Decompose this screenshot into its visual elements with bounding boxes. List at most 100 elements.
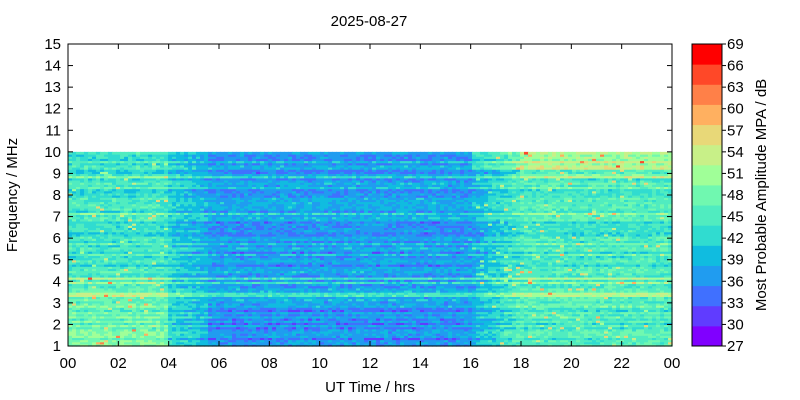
heatmap-cell	[380, 315, 385, 319]
heatmap-cell	[424, 302, 429, 306]
heatmap-cell	[176, 341, 181, 345]
heatmap-cell	[620, 313, 625, 317]
heatmap-cell	[408, 333, 413, 336]
heatmap-cell	[528, 328, 533, 332]
heatmap-cell	[72, 335, 77, 338]
heatmap-cell	[484, 305, 489, 308]
heatmap-cell	[260, 285, 265, 289]
heatmap-cell	[280, 330, 285, 334]
heatmap-cell	[160, 287, 165, 291]
heatmap-cell	[240, 326, 245, 330]
heatmap-cell	[516, 294, 521, 297]
heatmap-cell	[76, 307, 81, 310]
heatmap-cell	[152, 324, 157, 328]
heatmap-cell	[596, 333, 601, 336]
heatmap-cell	[644, 279, 649, 282]
heatmap-cell	[264, 317, 269, 321]
heatmap-cell	[612, 333, 617, 336]
heatmap-cell	[568, 333, 573, 336]
heatmap-cell	[88, 292, 93, 295]
heatmap-cell	[592, 322, 597, 326]
heatmap-cell	[272, 292, 277, 295]
heatmap-cell	[596, 292, 601, 295]
heatmap-cell	[408, 324, 413, 328]
heatmap-cell	[232, 302, 237, 306]
heatmap-cell	[504, 307, 509, 310]
heatmap-cell	[640, 330, 645, 334]
heatmap-cell	[452, 339, 457, 343]
heatmap-cell	[480, 287, 485, 291]
heatmap-cell	[448, 309, 453, 313]
heatmap-cell	[192, 341, 197, 345]
heatmap-cell	[616, 335, 621, 338]
heatmap-cell	[508, 322, 513, 326]
heatmap-cell	[508, 281, 513, 285]
heatmap-cell	[256, 341, 261, 345]
heatmap-cell	[360, 343, 365, 347]
heatmap-cell	[124, 276, 129, 280]
heatmap-cell	[136, 317, 141, 321]
heatmap-cell	[104, 335, 109, 338]
heatmap-cell	[348, 274, 353, 278]
heatmap-cell	[132, 343, 137, 347]
heatmap-cell	[620, 317, 625, 321]
heatmap-cell	[468, 287, 473, 291]
heatmap-cell	[276, 279, 281, 282]
heatmap-cell	[204, 326, 209, 330]
heatmap-cell	[180, 324, 185, 328]
heatmap-cell	[140, 276, 145, 280]
heatmap-cell	[480, 289, 485, 293]
heatmap-cell	[508, 298, 513, 302]
heatmap-cell	[384, 296, 389, 300]
heatmap-cell	[140, 330, 145, 334]
heatmap-cell	[84, 289, 89, 293]
heatmap-cell	[196, 330, 201, 334]
heatmap-cell	[632, 315, 637, 319]
heatmap-cell	[400, 292, 405, 295]
heatmap-cell	[324, 315, 329, 319]
heatmap-cell	[272, 300, 277, 304]
heatmap-cell	[500, 339, 505, 343]
heatmap-cell	[168, 285, 173, 289]
heatmap-cell	[396, 309, 401, 313]
heatmap-cell	[468, 317, 473, 321]
heatmap-cell	[112, 292, 117, 295]
heatmap-cell	[172, 326, 177, 330]
heatmap-cell	[656, 294, 661, 297]
heatmap-cell	[168, 276, 173, 280]
heatmap-cell	[304, 289, 309, 293]
heatmap-cell	[236, 311, 241, 315]
heatmap-cell	[376, 302, 381, 306]
heatmap-cell	[212, 317, 217, 321]
heatmap-cell	[492, 335, 497, 338]
heatmap-cell	[616, 309, 621, 313]
heatmap-cell	[328, 337, 333, 341]
heatmap-cell	[84, 311, 89, 315]
heatmap-cell	[644, 296, 649, 300]
heatmap-cell	[324, 317, 329, 321]
heatmap-cell	[308, 300, 313, 304]
heatmap-cell	[124, 313, 129, 317]
heatmap-cell	[668, 283, 673, 287]
heatmap-cell	[304, 307, 309, 310]
heatmap-cell	[204, 324, 209, 328]
heatmap-cell	[312, 341, 317, 345]
heatmap-cell	[236, 324, 241, 328]
heatmap-cell	[244, 324, 249, 328]
heatmap-cell	[204, 281, 209, 285]
heatmap-cell	[528, 305, 533, 308]
heatmap-cell	[316, 285, 321, 289]
heatmap-cell	[428, 343, 433, 347]
heatmap-cell	[100, 287, 105, 291]
heatmap-cell	[356, 326, 361, 330]
heatmap-cell	[312, 324, 317, 328]
heatmap-cell	[68, 333, 73, 336]
heatmap-cell	[312, 294, 317, 297]
heatmap-cell	[144, 305, 149, 308]
heatmap-cell	[516, 281, 521, 285]
heatmap-cell	[88, 330, 93, 334]
heatmap-cell	[560, 333, 565, 336]
heatmap-cell	[212, 339, 217, 343]
heatmap-cell	[452, 300, 457, 304]
heatmap-cell	[152, 296, 157, 300]
